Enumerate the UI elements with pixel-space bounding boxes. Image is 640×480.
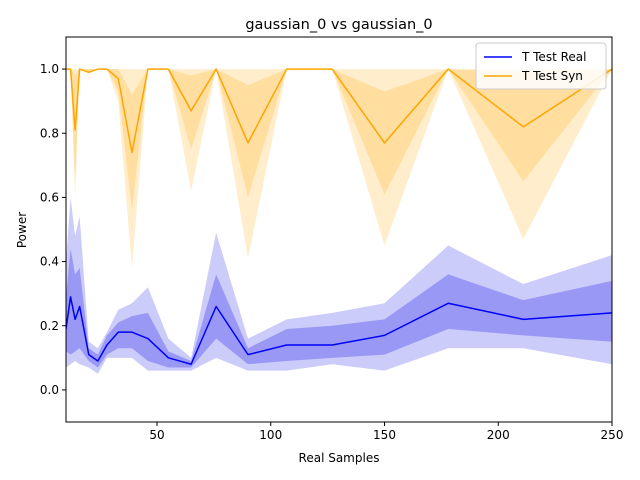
y-tick-label: 0.0 [40, 383, 59, 397]
series-real-line [66, 296, 612, 365]
y-tick-label: 0.4 [40, 255, 59, 269]
x-tick-label: 150 [373, 428, 396, 442]
y-tick-label: 1.0 [40, 62, 59, 76]
series-syn-outer-band [66, 69, 612, 268]
x-tick-label: 200 [487, 428, 510, 442]
plot-area [66, 68, 612, 374]
y-tick-label: 0.2 [40, 319, 59, 333]
x-axis-label: Real Samples [299, 451, 380, 465]
y-axis-label: Power [15, 212, 29, 248]
y-tick-label: 0.8 [40, 126, 59, 140]
y-tick-label: 0.6 [40, 190, 59, 204]
legend-label-syn: T Test Syn [521, 69, 583, 83]
legend-box [475, 42, 607, 90]
plot-frame [65, 36, 613, 423]
series-syn-line [66, 68, 612, 154]
series-syn-inner-band [66, 69, 612, 211]
x-tick-label: 100 [259, 428, 282, 442]
x-tick-label: 50 [149, 428, 164, 442]
legend-label-real: T Test Real [521, 50, 586, 64]
chart-title: gaussian_0 vs gaussian_0 [245, 17, 432, 33]
legend: T Test Real T Test Syn [475, 42, 607, 90]
x-tick-label: 250 [601, 428, 624, 442]
